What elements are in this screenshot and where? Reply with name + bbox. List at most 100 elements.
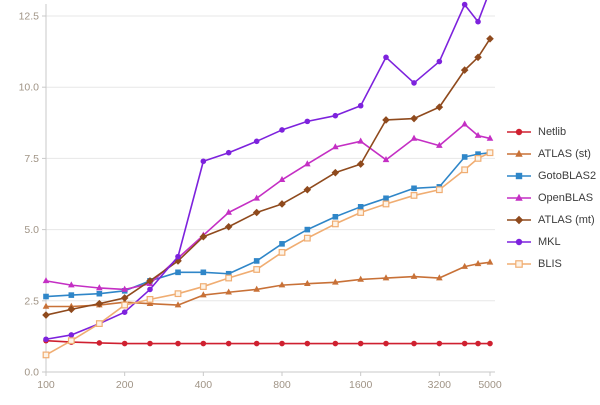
x-tick-label: 3200 — [428, 379, 452, 391]
data-point-marker — [304, 279, 311, 287]
data-point-marker — [332, 112, 339, 119]
data-point-marker — [225, 340, 232, 347]
data-point-marker — [475, 18, 481, 25]
data-point-marker — [68, 292, 75, 298]
legend-item-openblas: OpenBLAS — [506, 190, 596, 206]
data-point-marker — [68, 281, 75, 288]
y-tick-label: 2.5 — [24, 295, 39, 307]
data-point-marker — [304, 118, 311, 125]
series-atlas-mt — [42, 34, 494, 319]
data-point-marker — [382, 200, 390, 208]
data-point-marker — [514, 215, 524, 225]
data-point-marker — [486, 258, 494, 265]
data-point-marker — [461, 340, 468, 347]
data-point-marker — [435, 103, 444, 111]
data-point-marker — [43, 336, 49, 343]
data-point-marker — [304, 160, 311, 167]
data-point-marker — [487, 340, 493, 347]
data-point-marker — [474, 53, 482, 62]
atlas-mt-legend-marker-icon — [507, 215, 531, 225]
data-point-marker — [121, 309, 128, 315]
data-point-marker — [225, 208, 232, 215]
series-blis — [42, 149, 494, 359]
data-point-marker — [486, 34, 494, 43]
y-tick-label: 12.5 — [19, 11, 40, 23]
data-point-marker — [383, 340, 389, 347]
data-point-marker — [475, 340, 481, 347]
legend-item-netlib: Netlib — [506, 124, 596, 140]
data-point-marker — [120, 294, 129, 302]
legend-label-gotoblas2: GotoBLAS2 — [538, 170, 597, 182]
data-point-marker — [461, 1, 468, 8]
data-point-marker — [515, 128, 523, 136]
data-point-marker — [121, 285, 128, 292]
legend-label-blis: BLIS — [538, 258, 562, 270]
data-point-marker — [357, 204, 364, 210]
mkl-legend-marker-icon — [507, 238, 531, 246]
y-tick-label: 10.0 — [19, 82, 40, 94]
data-point-marker — [200, 158, 207, 165]
atlas-st-legend-marker-icon — [507, 149, 531, 157]
x-tick-label: 200 — [116, 379, 134, 391]
data-point-marker — [436, 274, 443, 281]
data-point-marker — [67, 305, 76, 314]
data-point-marker — [146, 277, 154, 285]
data-point-marker — [411, 340, 417, 347]
data-point-marker — [146, 299, 154, 306]
series-mkl — [43, 0, 488, 343]
data-point-marker — [253, 285, 260, 292]
data-point-marker — [95, 320, 103, 327]
data-point-marker — [411, 185, 417, 192]
data-point-marker — [199, 232, 208, 241]
y-tick-label: 0.0 — [24, 367, 39, 379]
legend-label-openblas: OpenBLAS — [538, 192, 594, 204]
data-point-marker — [304, 340, 311, 347]
data-point-marker — [146, 295, 154, 303]
series-openblas — [42, 120, 494, 292]
data-point-marker — [474, 131, 482, 138]
data-point-marker — [382, 116, 390, 124]
data-point-marker — [461, 262, 468, 269]
data-point-marker — [252, 208, 261, 217]
data-point-marker — [357, 340, 364, 347]
data-point-marker — [357, 275, 364, 282]
series-line — [45, 151, 491, 298]
legend-label-netlib: Netlib — [538, 126, 567, 138]
data-point-marker — [96, 284, 103, 291]
data-point-marker — [199, 283, 207, 290]
legend-item-mkl: MKL — [506, 234, 596, 250]
data-point-marker — [331, 220, 339, 228]
data-point-marker — [356, 160, 365, 168]
data-point-marker — [253, 258, 260, 264]
data-point-marker — [461, 166, 469, 174]
data-point-marker — [175, 269, 181, 276]
data-point-marker — [96, 340, 103, 346]
data-point-marker — [42, 277, 50, 284]
data-point-marker — [475, 151, 481, 157]
data-point-marker — [332, 213, 339, 220]
data-point-marker — [175, 340, 181, 347]
data-point-marker — [174, 257, 182, 265]
data-point-marker — [68, 332, 75, 338]
gotoblas2-legend-marker-icon — [507, 172, 531, 180]
data-point-marker — [225, 149, 232, 156]
data-point-marker — [42, 302, 50, 309]
legend-item-gotoblas2: GotoBLAS2 — [506, 168, 596, 184]
legend-label-atlas-mt: ATLAS (mt) — [538, 214, 595, 226]
data-point-marker — [382, 156, 390, 163]
data-point-marker — [460, 66, 469, 74]
data-point-marker — [474, 259, 482, 267]
data-point-marker — [382, 274, 390, 281]
data-point-marker — [486, 134, 494, 141]
data-point-marker — [43, 293, 49, 300]
series-line — [45, 123, 491, 291]
data-point-marker — [332, 340, 339, 347]
x-tick-label: 400 — [195, 379, 213, 391]
data-point-marker — [332, 143, 339, 150]
data-point-marker — [357, 102, 364, 109]
data-point-marker — [515, 238, 523, 246]
data-point-marker — [357, 137, 364, 144]
series-netlib — [43, 337, 493, 347]
y-tick-label: 5.0 — [24, 224, 39, 236]
